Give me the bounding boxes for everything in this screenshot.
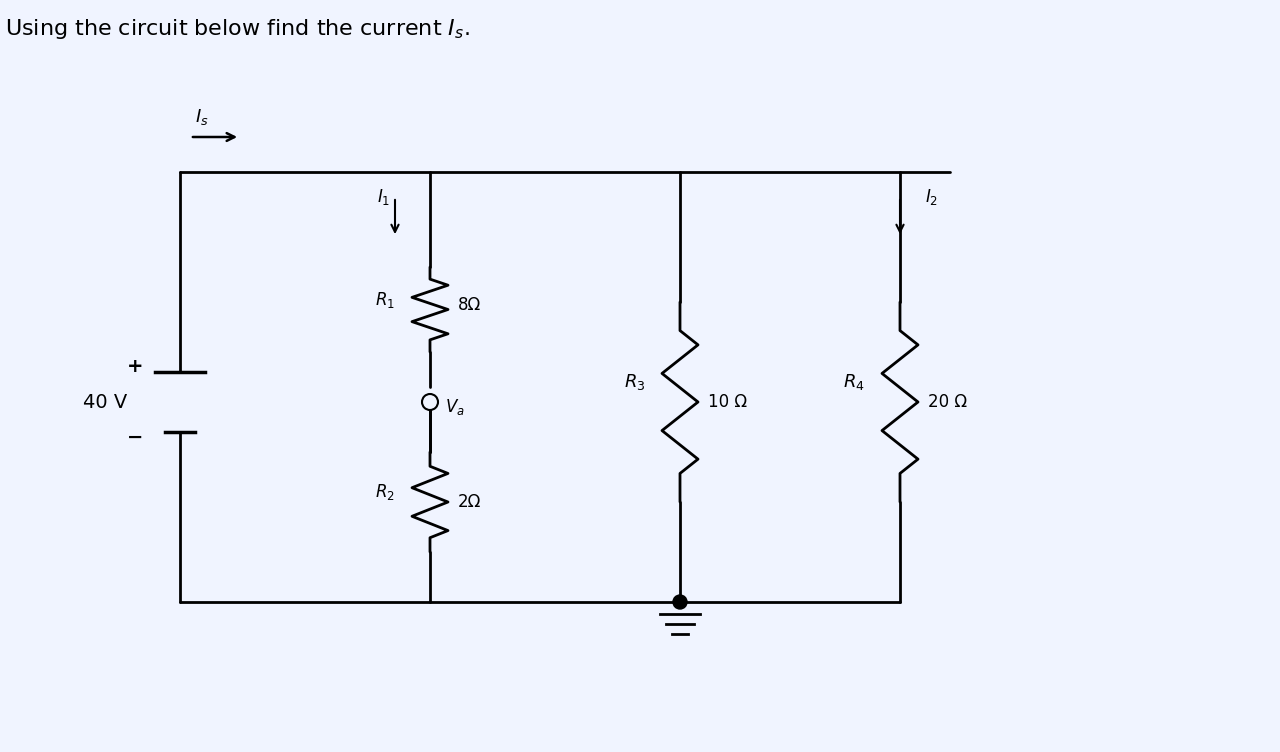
Text: $I_1$: $I_1$ (376, 187, 390, 207)
Text: −: − (127, 427, 143, 447)
Text: $R_4$: $R_4$ (844, 372, 865, 392)
Text: $R_1$: $R_1$ (375, 290, 396, 310)
Circle shape (673, 595, 687, 609)
Text: +: + (127, 357, 143, 377)
Text: 40 V: 40 V (83, 393, 127, 411)
Text: $R_2$: $R_2$ (375, 482, 396, 502)
Text: Using the circuit below find the current $I_s$.: Using the circuit below find the current… (5, 17, 470, 41)
Text: $I_s$: $I_s$ (195, 107, 209, 127)
Text: $R_3$: $R_3$ (623, 372, 645, 392)
Text: 10 Ω: 10 Ω (708, 393, 748, 411)
Text: 8Ω: 8Ω (458, 296, 481, 314)
Text: 2Ω: 2Ω (458, 493, 481, 511)
Text: $V_a$: $V_a$ (445, 397, 465, 417)
Text: $I_2$: $I_2$ (925, 187, 938, 207)
Text: 20 Ω: 20 Ω (928, 393, 968, 411)
